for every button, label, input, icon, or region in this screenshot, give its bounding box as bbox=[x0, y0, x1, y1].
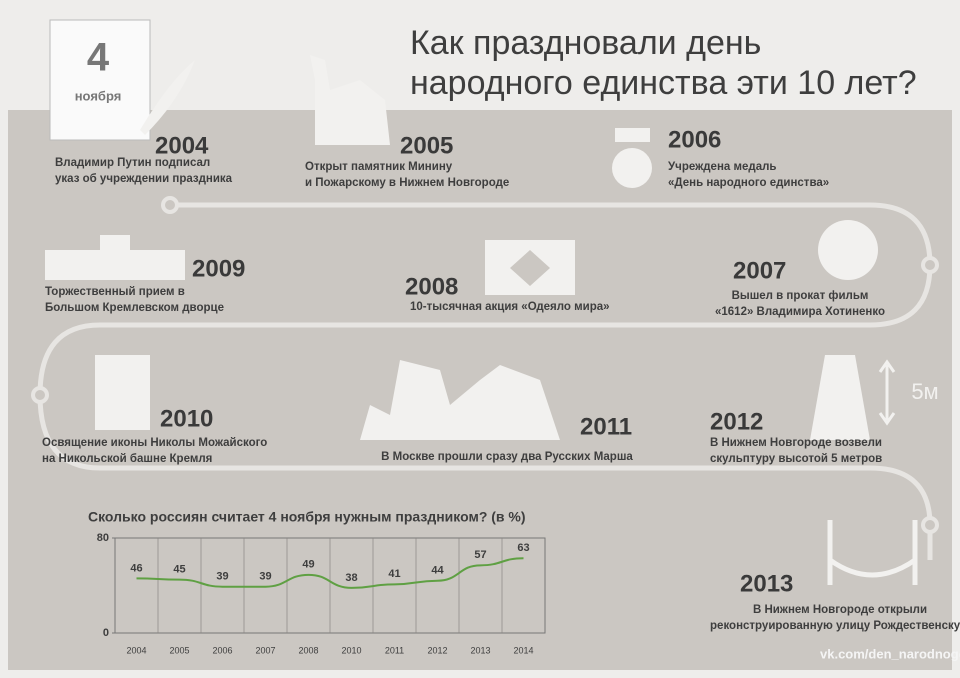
event-year: 2005 bbox=[400, 132, 453, 159]
event-text: Учреждена медаль bbox=[668, 161, 776, 173]
march-icon bbox=[360, 360, 560, 440]
x-tick-label: 2008 bbox=[298, 645, 318, 655]
x-tick-label: 2006 bbox=[212, 645, 232, 655]
value-label: 57 bbox=[474, 549, 486, 561]
event-text: 10-тысячная акция «Одеяло мира» bbox=[410, 301, 610, 313]
badge-day: 4 bbox=[87, 36, 110, 80]
event-year: 2009 bbox=[192, 255, 245, 282]
y-tick-label: 0 bbox=[103, 627, 109, 639]
event-text: Владимир Путин подписал bbox=[55, 157, 210, 169]
chart-title: Сколько россиян считает 4 ноября нужным … bbox=[88, 509, 526, 525]
value-label: 63 bbox=[517, 542, 529, 554]
value-label: 49 bbox=[302, 559, 314, 571]
event-year: 2008 bbox=[405, 273, 458, 300]
timeline-dots bbox=[31, 196, 939, 534]
event-year: 2013 bbox=[740, 570, 793, 597]
icon-frame bbox=[95, 355, 150, 430]
feather-icon bbox=[140, 60, 195, 135]
x-tick-label: 2012 bbox=[427, 645, 447, 655]
event-year: 2004 bbox=[155, 132, 209, 159]
event-text: В Нижнем Новгороде возвели bbox=[710, 437, 882, 449]
event-text: Торжественный прием в bbox=[45, 286, 185, 298]
event-text: скульптуру высотой 5 метров bbox=[710, 453, 882, 465]
height-label: 5м bbox=[911, 379, 938, 404]
footer: vk.com/den_narodnogoedinstva bbox=[820, 646, 960, 661]
value-label: 45 bbox=[173, 563, 185, 575]
event-text: В Москве прошли сразу два Русских Марша bbox=[381, 451, 633, 463]
x-tick-label: 2004 bbox=[126, 645, 146, 655]
x-tick-label: 2011 bbox=[385, 645, 404, 655]
title: народного единства эти 10 лет? bbox=[410, 64, 917, 102]
sculpture-icon bbox=[810, 355, 870, 440]
event-text: В Нижнем Новгороде открыли bbox=[753, 604, 927, 616]
value-label: 39 bbox=[216, 571, 228, 583]
x-tick-label: 2005 bbox=[169, 645, 189, 655]
event-text: «1612» Владимира Хотиненко bbox=[715, 306, 885, 318]
event-year: 2010 bbox=[160, 405, 213, 432]
y-tick-label: 80 bbox=[97, 532, 109, 544]
badge-month: ноября bbox=[75, 88, 122, 103]
event-text: Большом Кремлевском дворце bbox=[45, 302, 224, 314]
blanket-pattern bbox=[510, 250, 550, 286]
medal-ribbon bbox=[615, 128, 650, 142]
palace-icon bbox=[45, 235, 185, 280]
value-label: 44 bbox=[431, 565, 444, 577]
line bbox=[136, 557, 524, 589]
value-label: 41 bbox=[388, 568, 400, 580]
x-tick-label: 2014 bbox=[513, 645, 533, 655]
event-text: Вышел в прокат фильм bbox=[732, 290, 869, 302]
event-text: Освящение иконы Николы Можайского bbox=[42, 437, 267, 449]
event-text: на Никольской башне Кремля bbox=[42, 453, 212, 465]
film-icon bbox=[818, 220, 878, 280]
event-text: Открыт памятник Минину bbox=[305, 161, 453, 173]
height-arrow bbox=[878, 359, 896, 426]
event-year: 2006 bbox=[668, 126, 721, 153]
event-text: указ об учреждении праздника bbox=[55, 173, 233, 185]
street-icon bbox=[827, 520, 918, 585]
event-year: 2011 bbox=[580, 413, 632, 440]
event-text: и Пожарскому в Нижнем Новгороде bbox=[305, 177, 509, 189]
value-label: 38 bbox=[345, 572, 357, 584]
event-text: реконструированную улицу Рождественскую bbox=[710, 620, 960, 632]
title: Как праздновали день bbox=[410, 24, 761, 62]
event-text: «День народного единства» bbox=[668, 177, 829, 189]
event-year: 2012 bbox=[710, 408, 763, 435]
timeline bbox=[37, 202, 933, 560]
x-tick-label: 2013 bbox=[470, 645, 490, 655]
x-tick-label: 2010 bbox=[341, 645, 361, 655]
value-label: 46 bbox=[130, 562, 142, 574]
x-tick-label: 2007 bbox=[255, 645, 275, 655]
value-label: 39 bbox=[259, 571, 271, 583]
monument-icon bbox=[310, 55, 390, 145]
calendar bbox=[49, 19, 151, 141]
event-year: 2007 bbox=[733, 257, 786, 284]
medal-icon bbox=[612, 148, 652, 188]
